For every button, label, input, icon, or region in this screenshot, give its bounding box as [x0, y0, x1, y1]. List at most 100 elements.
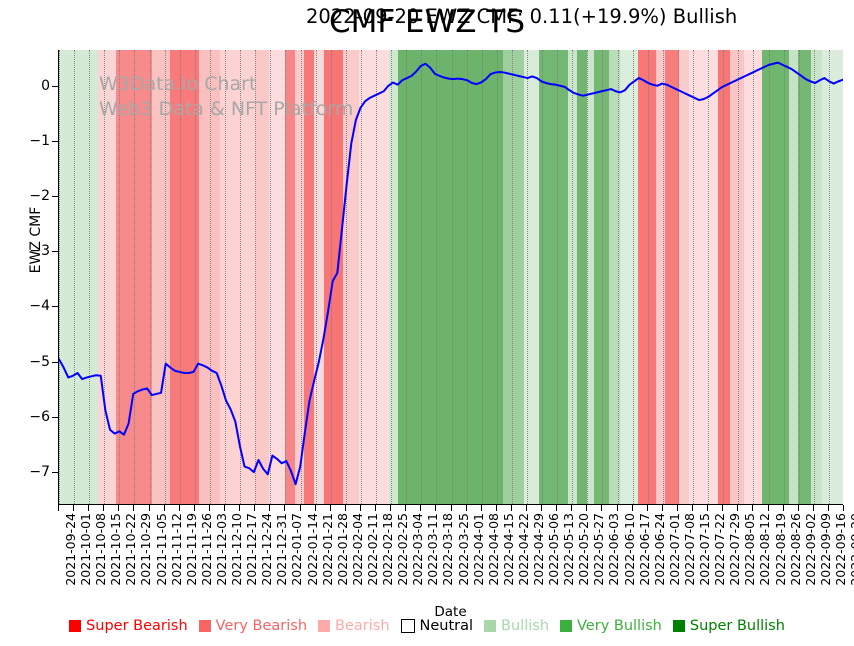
y-tick-mark: [52, 251, 58, 253]
x-tick-mark: [435, 505, 437, 511]
gridline: [602, 50, 604, 504]
regime-band: [638, 50, 657, 504]
legend-item[interactable]: Bearish: [318, 618, 390, 634]
y-tick-label: −7: [29, 463, 50, 480]
x-tick-label: 2022-05-13: [561, 513, 577, 586]
gridline: [587, 50, 589, 504]
x-tick-label: 2022-02-25: [395, 513, 411, 586]
legend-label: Bearish: [335, 618, 390, 634]
y-tick-label: −5: [29, 353, 50, 370]
x-tick-mark: [797, 505, 799, 511]
x-tick-label: 2022-01-21: [319, 513, 335, 586]
x-tick-mark: [827, 505, 829, 511]
gridline: [617, 50, 619, 504]
gridline: [164, 50, 166, 504]
gridline: [708, 50, 710, 504]
page-title: CMF EWZ TS: [328, 4, 526, 40]
x-tick-label: 2022-07-22: [712, 513, 728, 586]
legend-label: Bullish: [501, 618, 550, 634]
y-tick-mark: [52, 471, 58, 473]
x-tick-mark: [843, 505, 844, 511]
x-tick-label: 2021-10-22: [123, 513, 139, 586]
x-tick-mark: [525, 505, 527, 511]
x-tick-label: 2022-03-25: [455, 513, 471, 586]
gridline: [406, 50, 408, 504]
x-tick-label: 2022-03-11: [425, 513, 441, 586]
x-tick-label: 2022-07-29: [727, 513, 743, 586]
legend-item[interactable]: Super Bullish: [672, 618, 785, 634]
y-tick-mark: [52, 141, 58, 142]
gridline: [466, 50, 468, 504]
x-tick-label: 2021-12-03: [213, 513, 229, 586]
regime-band: [789, 50, 800, 504]
x-tick-label: 2022-01-28: [334, 513, 350, 586]
legend-item[interactable]: Bullish: [484, 618, 549, 634]
x-tick-label: 2022-04-29: [530, 513, 546, 586]
regime-band: [594, 50, 610, 504]
regime-band: [811, 50, 823, 504]
regime-band: [314, 50, 325, 504]
gridline: [225, 50, 227, 504]
x-tick-mark: [692, 505, 694, 511]
gridline: [723, 50, 725, 504]
legend-swatch: [672, 620, 685, 632]
legend-swatch: [484, 620, 497, 632]
gridline: [662, 50, 664, 504]
background-regime-bands: [59, 50, 843, 504]
x-tick-mark: [254, 505, 256, 511]
gridline: [119, 50, 121, 504]
x-tick-mark: [767, 505, 769, 511]
gridline: [828, 50, 830, 504]
gridline: [421, 50, 423, 504]
regime-band: [761, 50, 790, 504]
x-tick-label: 2022-09-20: [848, 513, 854, 586]
regime-band: [198, 50, 221, 504]
x-tick-mark: [661, 505, 663, 511]
x-tick-label: 2021-12-24: [259, 513, 275, 586]
x-tick-mark: [73, 505, 75, 511]
x-tick-mark: [284, 505, 286, 511]
gridline: [209, 50, 211, 504]
gridline: [738, 50, 740, 504]
x-tick-label: 2021-10-01: [78, 513, 94, 586]
legend-item[interactable]: Super Bearish: [69, 618, 188, 634]
gridline: [632, 50, 634, 504]
gridline: [677, 50, 679, 504]
x-tick-mark: [329, 505, 331, 511]
x-tick-label: 2021-12-31: [274, 513, 290, 586]
x-tick-mark: [224, 505, 226, 511]
regime-band: [539, 50, 569, 504]
legend-item[interactable]: Very Bearish: [198, 618, 307, 634]
legend-item[interactable]: Neutral: [400, 618, 473, 634]
legend-label: Super Bearish: [86, 618, 188, 634]
gridline: [315, 50, 317, 504]
regime-band: [151, 50, 172, 504]
gridline: [255, 50, 257, 504]
regime-band: [255, 50, 270, 504]
regime-band: [718, 50, 731, 504]
legend-swatch: [69, 620, 82, 632]
legend-swatch: [198, 620, 211, 632]
x-tick-label: 2021-11-12: [168, 513, 184, 586]
legend-label: Super Bullish: [689, 618, 785, 634]
x-tick-mark: [405, 505, 407, 511]
gridline: [572, 50, 574, 504]
gridline: [134, 50, 136, 504]
x-tick-label: 2022-07-08: [681, 513, 697, 586]
x-tick-mark: [58, 505, 59, 511]
gridline: [345, 50, 347, 504]
x-tick-mark: [510, 505, 512, 511]
x-tick-label: 2022-02-18: [380, 513, 396, 586]
x-tick-label: 2022-06-10: [621, 513, 637, 586]
plot-area: W3Data.io Chart Web3 Data & NFT Platform: [58, 50, 843, 505]
x-tick-label: 2022-04-01: [470, 513, 486, 586]
regime-band: [655, 50, 666, 504]
gridline: [511, 50, 513, 504]
gridline: [270, 50, 272, 504]
legend-swatch: [560, 620, 573, 632]
legend-item[interactable]: Very Bullish: [560, 618, 662, 634]
x-tick-label: 2022-01-14: [304, 513, 320, 586]
gridline: [104, 50, 106, 504]
legend-swatch: [400, 619, 415, 633]
